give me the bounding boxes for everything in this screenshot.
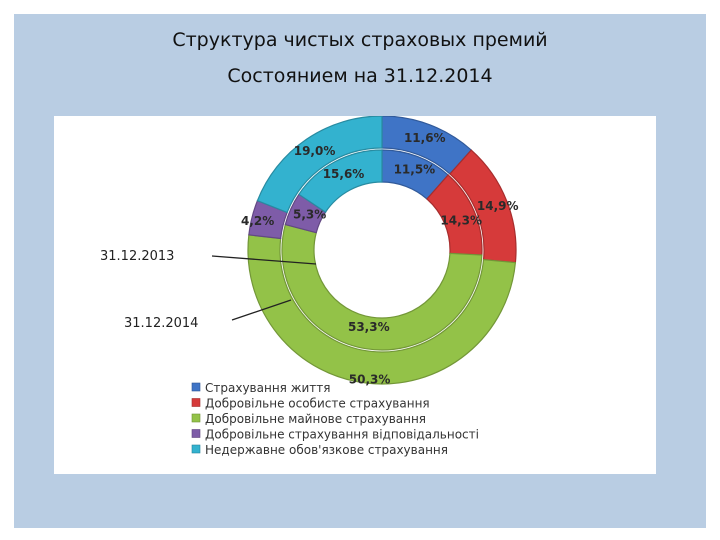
outer-ring-label-4: 4,2% bbox=[241, 214, 274, 228]
legend-item-4: Добровільне страхування відповідальності bbox=[205, 428, 479, 442]
title-line-1: Структура чистых страховых премий bbox=[172, 29, 548, 51]
donut-chart: 11,6% 14,9% 50,3% 4,2% 19,0% 11,5% 14,3% 53,3% 5… bbox=[100, 116, 519, 457]
ring-label-outer: 31.12.2014 bbox=[124, 316, 198, 331]
inner-ring-label-4: 5,3% bbox=[293, 208, 326, 222]
inner-ring-segment-5 bbox=[298, 149, 383, 213]
ring-label-inner-leader bbox=[211, 255, 317, 265]
inner-ring-segment-3 bbox=[281, 223, 483, 351]
inner-ring-label-1: 11,5% bbox=[394, 163, 436, 177]
legend-item-2: Добровільне особисте страхування bbox=[205, 397, 430, 411]
outer-ring-segment-5 bbox=[256, 116, 383, 214]
ring-label-outer-leader bbox=[231, 299, 292, 321]
inner-ring-label-5: 15,6% bbox=[323, 167, 365, 181]
title-line-2: Состоянием на 31.12.2014 bbox=[227, 65, 493, 87]
chart-panel: 11,6% 14,9% 50,3% 4,2% 19,0% 11,5% 14,3% 53,3% 5… bbox=[54, 116, 656, 474]
legend-swatch-1 bbox=[191, 382, 201, 392]
slide: Структура чистых страховых премий Состоя… bbox=[14, 14, 706, 528]
outer-ring-segment-3 bbox=[247, 234, 517, 385]
outer-ring-label-5: 19,0% bbox=[294, 144, 336, 158]
ring-label-inner: 31.12.2013 bbox=[100, 249, 174, 264]
slide-title: Структура чистых страховых премий Состоя… bbox=[14, 22, 706, 94]
legend-item-3: Добровільне майнове страхування bbox=[205, 412, 426, 426]
inner-ring-label-2: 14,3% bbox=[440, 214, 482, 228]
legend-swatch-3 bbox=[191, 413, 201, 423]
legend-swatch-2 bbox=[191, 398, 201, 407]
legend-item-5: Недержавне обов'язкове страхування bbox=[205, 443, 448, 457]
outer-ring-label-3: 50,3% bbox=[349, 372, 391, 386]
outer-ring-label-1: 11,6% bbox=[404, 131, 446, 145]
legend-swatch-4 bbox=[191, 429, 201, 438]
inner-ring-label-3: 53,3% bbox=[348, 320, 390, 334]
outer-ring-label-2: 14,9% bbox=[477, 199, 519, 213]
legend-swatch-5 bbox=[191, 444, 201, 454]
legend-item-1: Страхування життя bbox=[205, 381, 331, 395]
